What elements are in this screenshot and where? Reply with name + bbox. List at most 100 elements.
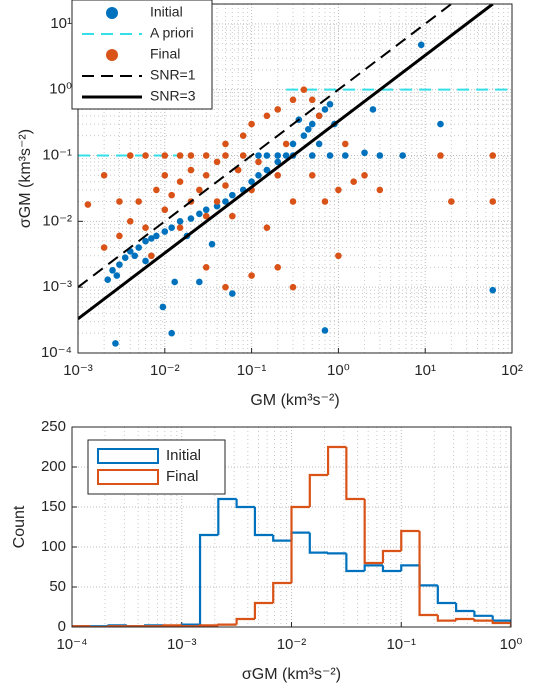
point [112, 340, 119, 347]
point [202, 264, 210, 271]
legend-label: Final [166, 468, 199, 485]
point [100, 244, 108, 251]
histogram-bin [436, 615, 457, 622]
histogram-bin [363, 564, 383, 571]
point [131, 252, 138, 260]
legend-label: Final [150, 46, 180, 62]
x-tick-label: 10¹ [414, 362, 436, 379]
axes-frame [71, 426, 512, 628]
point [84, 201, 92, 208]
point [255, 158, 262, 166]
point [161, 152, 169, 159]
point [229, 212, 236, 220]
point [341, 140, 349, 148]
histogram-bin [180, 625, 201, 627]
histogram-bin [217, 623, 237, 626]
histogram-bin [455, 603, 475, 613]
point [213, 198, 221, 205]
point [255, 172, 262, 179]
histogram-bin [198, 624, 219, 627]
legend-label: SNR=1 [150, 67, 196, 83]
point [263, 224, 271, 232]
axes-frame [77, 3, 513, 354]
point [361, 149, 368, 157]
legend-label: Initial [150, 4, 183, 20]
line [78, 4, 494, 321]
point [229, 191, 236, 199]
point [282, 140, 290, 148]
point [300, 86, 308, 93]
line [78, 4, 452, 288]
histogram-bin [308, 532, 329, 554]
point [142, 152, 149, 159]
plot-content [78, 4, 512, 347]
histogram-bin [473, 611, 493, 617]
x-tick-label: 10⁰ [327, 362, 350, 379]
point [187, 152, 195, 159]
histogram-bin [235, 617, 255, 625]
point [161, 206, 169, 214]
x-tick-label: 10² [501, 362, 523, 379]
histogram-bin [381, 565, 402, 573]
point [399, 152, 406, 159]
y-tick-label: 10⁻³ [42, 278, 72, 295]
point [176, 224, 184, 232]
point [100, 172, 108, 179]
point [308, 152, 316, 159]
histogram-bin [198, 533, 219, 625]
point [289, 198, 297, 205]
histogram-bin [381, 549, 402, 563]
point [126, 218, 134, 225]
legend-label: SNR=3 [150, 88, 196, 104]
point [274, 264, 282, 271]
x-tick-label: 10⁻³ [63, 362, 93, 379]
point [187, 215, 195, 222]
point [196, 186, 203, 194]
point [282, 152, 290, 159]
histogram-bin [363, 499, 383, 565]
point [153, 186, 160, 194]
point [113, 272, 121, 279]
point [116, 232, 123, 240]
y-tick-label: 250 [41, 418, 66, 435]
point [116, 198, 123, 205]
point [142, 237, 149, 245]
point [168, 191, 175, 199]
point [161, 228, 169, 235]
y-tick-label: 50 [49, 578, 66, 595]
point [489, 198, 497, 205]
point [213, 202, 221, 210]
histogram-bin [345, 553, 365, 573]
histogram-bin [253, 507, 274, 537]
point [274, 172, 282, 179]
y-axis-label: σGM (km³s⁻²) [17, 129, 34, 228]
legend-marker [106, 7, 118, 19]
y-tick-label: 0 [58, 618, 66, 635]
y-tick-label: 150 [41, 498, 66, 515]
point [229, 290, 236, 297]
point [369, 106, 377, 113]
point [196, 278, 203, 286]
point [326, 100, 334, 108]
histogram-bin [491, 615, 511, 627]
point [213, 158, 221, 166]
point [263, 152, 271, 159]
histogram-bin [308, 473, 329, 507]
point [202, 172, 210, 179]
y-tick-label: 10⁻² [42, 212, 72, 229]
x-tick-label: 10⁰ [500, 636, 523, 653]
legend-swatch [97, 469, 159, 485]
point [109, 267, 116, 274]
point [168, 224, 175, 232]
point [248, 272, 255, 279]
point [148, 252, 155, 260]
legend-marker [106, 49, 118, 61]
point [187, 166, 195, 174]
point [315, 112, 323, 120]
point [176, 218, 184, 225]
x-tick-label: 10⁻¹ [386, 636, 416, 653]
point [437, 152, 444, 159]
histogram-bin [217, 497, 237, 535]
legend-swatch [97, 448, 159, 464]
